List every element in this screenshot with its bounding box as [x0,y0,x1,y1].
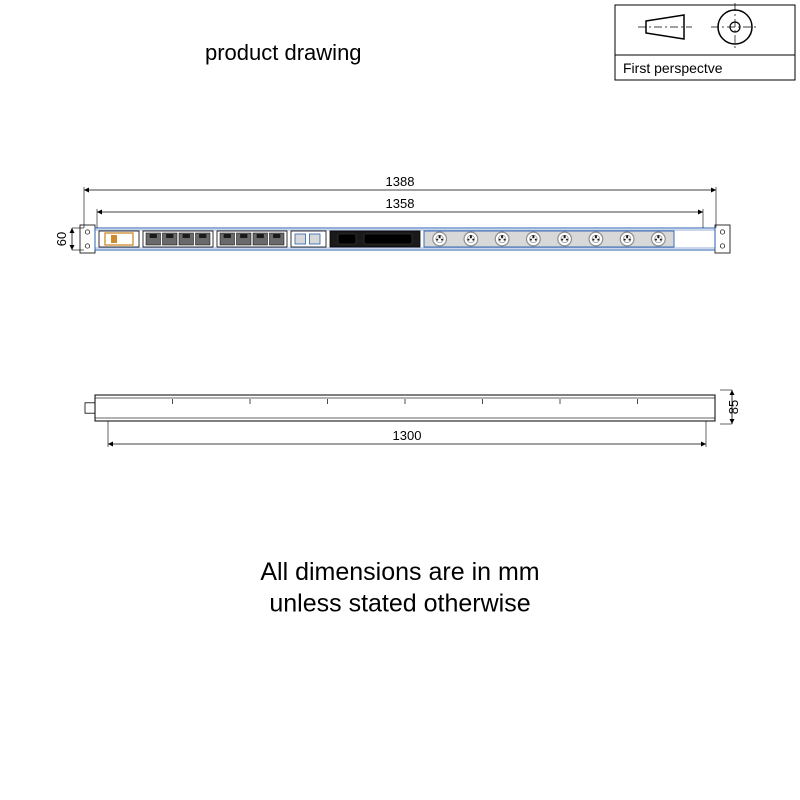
page-title: product drawing [205,40,362,65]
front-view [80,225,730,253]
dimension-value: 1358 [386,196,415,211]
dimension-value: 85 [726,400,741,414]
side-view [85,395,715,421]
units-note-line2: unless stated otherwise [269,589,530,617]
outlet-socket [620,232,634,246]
outlet-socket [527,232,541,246]
pdu-section-breakers [143,231,213,247]
outlet-socket [433,232,447,246]
dimension-value: 1300 [393,428,422,443]
pdu-section-rj [291,231,326,247]
outlet-socket [652,232,666,246]
projection-label: First perspectve [623,60,723,76]
dimension-value: 60 [54,232,69,246]
pdu-section-switch [99,231,139,247]
mount-bracket-right [715,225,730,253]
outlet-socket [589,232,603,246]
outlet-socket [558,232,572,246]
mount-bracket-left [80,225,95,253]
pdu-section-sockets [424,231,674,247]
outlet-socket [495,232,509,246]
outlet-socket [464,232,478,246]
dimension-value: 1388 [386,174,415,189]
pdu-section-breakers [217,231,287,247]
pdu-section-display [330,231,420,247]
units-note-line1: All dimensions are in mm [260,558,539,586]
